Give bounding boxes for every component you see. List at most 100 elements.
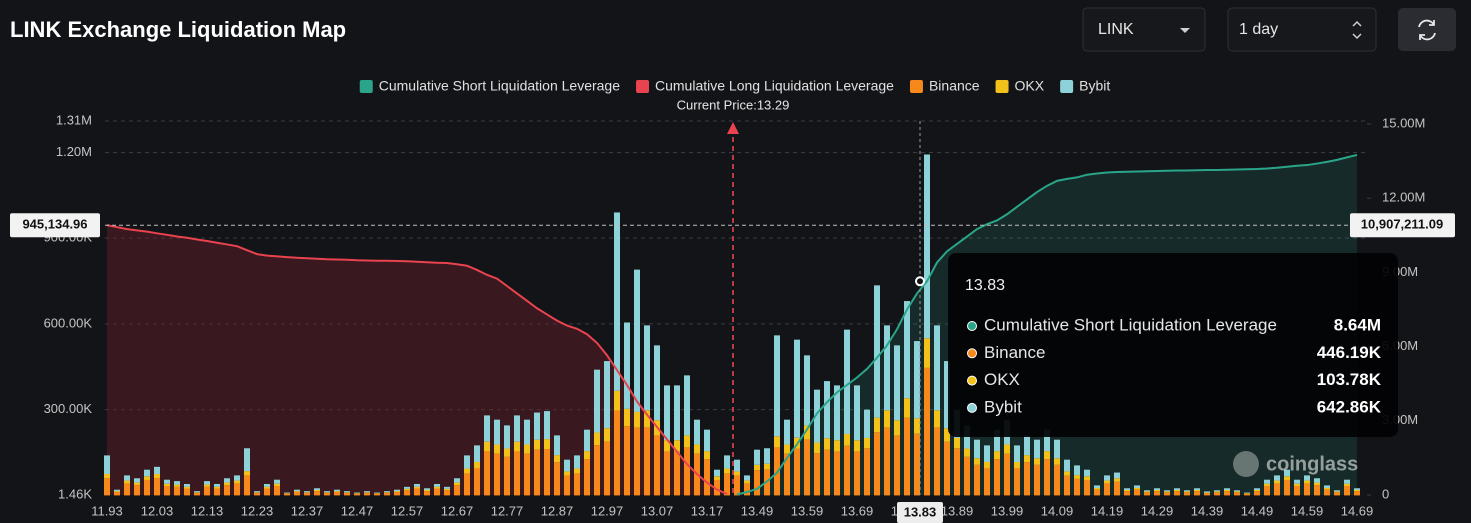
- bar: [874, 417, 880, 433]
- bar: [714, 476, 720, 480]
- select-value[interactable]: LINK: [1098, 21, 1134, 38]
- bar: [1014, 467, 1020, 496]
- x-tick-label: 14.39: [1191, 503, 1224, 518]
- bar: [1334, 492, 1340, 496]
- bar: [944, 441, 950, 496]
- bar: [1204, 492, 1210, 494]
- bar: [214, 488, 220, 496]
- bar: [604, 441, 610, 496]
- bar: [1294, 483, 1300, 486]
- bar: [214, 483, 220, 487]
- bar: [894, 435, 900, 496]
- bar: [274, 485, 280, 496]
- bar: [884, 410, 890, 428]
- bar: [1344, 483, 1350, 486]
- bar: [1054, 439, 1060, 459]
- bar: [284, 493, 290, 496]
- bar: [994, 429, 1000, 452]
- bar: [364, 491, 370, 493]
- bar: [594, 369, 600, 433]
- bar: [814, 389, 820, 443]
- bar: [1064, 471, 1070, 476]
- x-tick-label: 11.93: [91, 503, 123, 518]
- bar: [414, 483, 420, 487]
- symbol-select[interactable]: LINK: [1082, 7, 1206, 52]
- bar: [934, 427, 940, 496]
- bar: [504, 448, 510, 457]
- bar: [1354, 489, 1360, 492]
- refresh-icon[interactable]: [1418, 19, 1436, 41]
- bar: [254, 492, 260, 496]
- watermark: coinglass: [1266, 453, 1358, 475]
- bar: [644, 427, 650, 496]
- bar: [374, 493, 380, 496]
- line: [736, 153, 1358, 496]
- caret-icon: [1180, 28, 1190, 33]
- bar: [984, 467, 990, 496]
- bar: [1174, 488, 1180, 490]
- bar: [524, 453, 530, 496]
- legend-item[interactable]: Binance: [909, 78, 980, 94]
- select-value[interactable]: 1 day: [1239, 21, 1278, 38]
- select-box[interactable]: [1082, 7, 1206, 52]
- bar: [1094, 485, 1100, 488]
- bar: [914, 341, 920, 419]
- legend-item[interactable]: OKX: [995, 78, 1045, 94]
- bar: [614, 390, 620, 411]
- bar: [194, 492, 200, 493]
- bar: [1194, 491, 1200, 496]
- bar: [1224, 489, 1230, 492]
- bar: [174, 484, 180, 487]
- bar: [824, 438, 830, 450]
- crosshair-y-label: 945,134.96: [22, 217, 87, 232]
- legend-item[interactable]: Cumulative Long Liquidation Leverage: [636, 78, 894, 94]
- range-select[interactable]: 1 day: [1227, 7, 1377, 52]
- bar: [1124, 489, 1130, 492]
- x-tick-label: 13.99: [991, 503, 1024, 518]
- bar: [454, 482, 460, 486]
- x-tick-label: 14.29: [1141, 503, 1174, 518]
- legend-item[interactable]: Cumulative Short Liquidation Leverage: [359, 78, 620, 94]
- bar: [924, 154, 930, 339]
- button-box[interactable]: [1398, 8, 1456, 51]
- tooltip-box: [948, 253, 1398, 437]
- bar: [1034, 439, 1040, 459]
- x-tick-label: 12.57: [391, 503, 424, 518]
- bar: [434, 486, 440, 489]
- bar: [1214, 491, 1220, 493]
- tooltip-value: 642.86K: [1317, 397, 1382, 416]
- bar: [344, 492, 350, 493]
- bar: [1034, 458, 1040, 465]
- bar: [354, 493, 360, 496]
- select-box[interactable]: [1227, 7, 1377, 52]
- bar: [304, 492, 310, 496]
- bar: [204, 486, 210, 496]
- x-tick-label: 12.03: [141, 503, 174, 518]
- tooltip-value: 103.78K: [1317, 370, 1382, 389]
- bar: [254, 491, 260, 493]
- bar: [1024, 435, 1030, 456]
- bar: [394, 489, 400, 492]
- bar: [144, 476, 150, 480]
- bar: [954, 437, 960, 449]
- legend-item[interactable]: Bybit: [1060, 78, 1110, 94]
- bar: [1234, 490, 1240, 492]
- bar: [504, 425, 510, 449]
- y-tick-label: 300.00K: [44, 401, 93, 416]
- bar: [1284, 469, 1290, 477]
- bar: [664, 451, 670, 496]
- bar: [1074, 478, 1080, 496]
- bar: [484, 441, 490, 452]
- bar: [404, 490, 410, 496]
- refresh-button[interactable]: [1398, 8, 1456, 51]
- bar: [554, 462, 560, 496]
- tooltip-series-name: Cumulative Short Liquidation Leverage: [984, 315, 1277, 334]
- bar: [274, 479, 280, 484]
- x-tick-label: 12.47: [341, 503, 374, 518]
- bar: [464, 468, 470, 474]
- bar: [824, 449, 830, 496]
- bar: [614, 212, 620, 391]
- bar: [1004, 453, 1010, 496]
- x-tick-label: 13.17: [691, 503, 724, 518]
- bar: [514, 415, 520, 442]
